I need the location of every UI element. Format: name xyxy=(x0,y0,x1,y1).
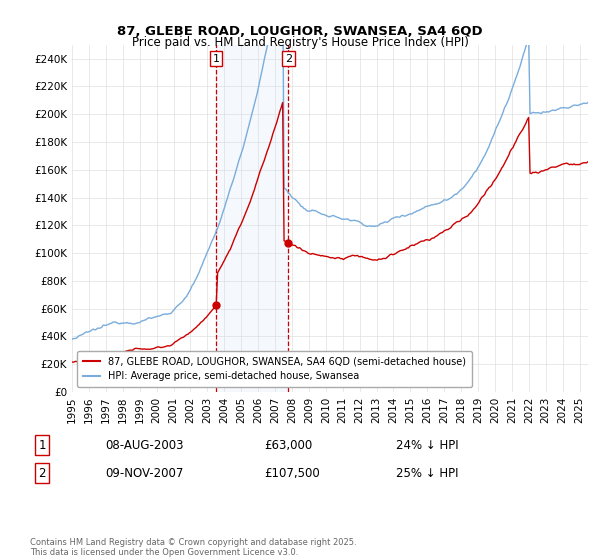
Text: 09-NOV-2007: 09-NOV-2007 xyxy=(105,466,184,480)
Text: £107,500: £107,500 xyxy=(264,466,320,480)
Text: 2: 2 xyxy=(38,466,46,480)
Text: Price paid vs. HM Land Registry's House Price Index (HPI): Price paid vs. HM Land Registry's House … xyxy=(131,36,469,49)
Text: Contains HM Land Registry data © Crown copyright and database right 2025.
This d: Contains HM Land Registry data © Crown c… xyxy=(30,538,356,557)
Text: 2: 2 xyxy=(285,54,292,64)
Bar xyxy=(216,45,288,392)
Text: £63,000: £63,000 xyxy=(264,438,312,452)
Text: 24% ↓ HPI: 24% ↓ HPI xyxy=(396,438,458,452)
Text: 87, GLEBE ROAD, LOUGHOR, SWANSEA, SA4 6QD: 87, GLEBE ROAD, LOUGHOR, SWANSEA, SA4 6Q… xyxy=(117,25,483,38)
Text: 25% ↓ HPI: 25% ↓ HPI xyxy=(396,466,458,480)
Text: 08-AUG-2003: 08-AUG-2003 xyxy=(105,438,184,452)
Text: 1: 1 xyxy=(212,54,220,64)
Legend: 87, GLEBE ROAD, LOUGHOR, SWANSEA, SA4 6QD (semi-detached house), HPI: Average pr: 87, GLEBE ROAD, LOUGHOR, SWANSEA, SA4 6Q… xyxy=(77,351,472,387)
Text: 1: 1 xyxy=(38,438,46,452)
